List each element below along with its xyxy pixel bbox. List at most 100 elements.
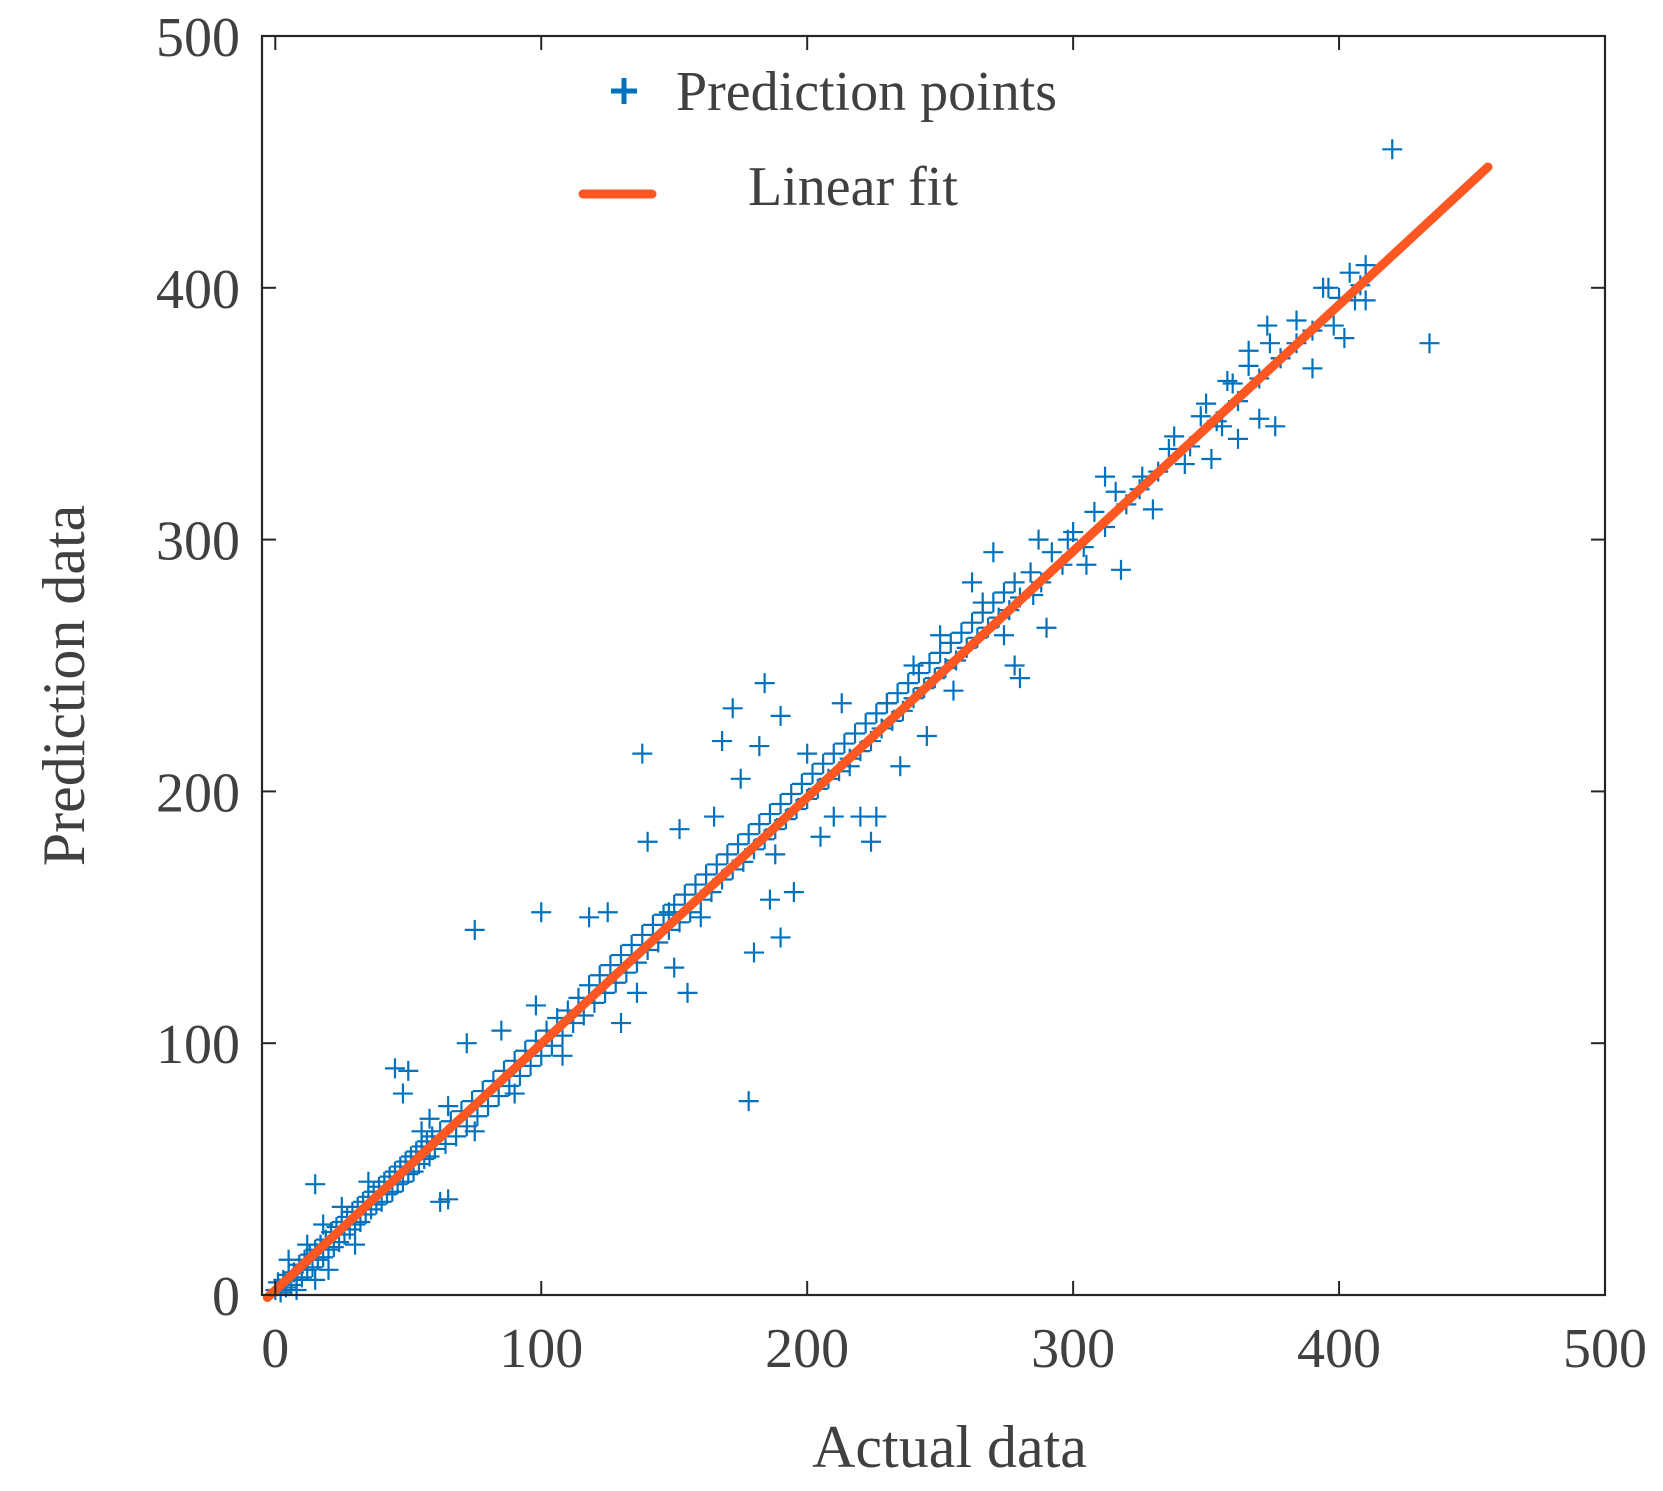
data-point (478, 1096, 499, 1117)
data-point (313, 1214, 334, 1235)
data-point (318, 1259, 339, 1280)
data-point (1419, 333, 1440, 354)
y-tick-label: 200 (156, 762, 240, 824)
data-point (951, 622, 972, 643)
data-point (754, 673, 775, 694)
data-point (345, 1234, 366, 1255)
data-point (738, 824, 759, 845)
data-point (1196, 393, 1217, 414)
y-axis-label: Prediction data (31, 505, 97, 867)
data-point (903, 655, 924, 676)
data-point (712, 731, 733, 752)
data-point (1212, 416, 1233, 437)
data-point (696, 864, 717, 885)
data-point (1302, 358, 1323, 379)
data-point (1036, 617, 1057, 638)
data-point (456, 1033, 477, 1054)
data-point (331, 1196, 352, 1217)
data-point (1110, 559, 1131, 580)
data-point (621, 934, 642, 955)
data-point (419, 1108, 440, 1129)
data-point (669, 819, 690, 840)
data-point (438, 1096, 459, 1117)
data-point (1174, 454, 1195, 475)
data-point (589, 965, 610, 986)
data-point (791, 773, 812, 794)
data-point (1259, 333, 1280, 354)
data-point (1355, 255, 1376, 276)
data-point (305, 1269, 326, 1290)
data-point (1339, 262, 1360, 283)
data-point (597, 902, 618, 923)
data-point (930, 642, 951, 663)
data-point (1004, 572, 1025, 593)
data-point (664, 957, 685, 978)
data-point (579, 907, 600, 928)
data-point (783, 882, 804, 903)
data-point (488, 1086, 509, 1107)
legend: Prediction points Linear fit (578, 61, 1057, 218)
data-point (810, 826, 831, 847)
data-point (430, 1191, 451, 1212)
data-point (813, 753, 834, 774)
data-point (637, 831, 658, 852)
data-point (717, 844, 738, 865)
data-point (278, 1249, 299, 1270)
legend-label-linear-fit: Linear fit (748, 156, 958, 218)
x-tick-label: 200 (765, 1318, 849, 1380)
data-point (743, 942, 764, 963)
data-point (876, 693, 897, 714)
legend-plus-marker (611, 78, 637, 104)
data-point (887, 683, 908, 704)
data-point (1257, 315, 1278, 336)
data-point (491, 1020, 512, 1041)
data-point (802, 763, 823, 784)
data-point (1041, 542, 1062, 563)
data-point (728, 834, 749, 855)
data-point (504, 1083, 525, 1104)
data-point (632, 924, 653, 945)
data-point (765, 844, 786, 865)
data-point (1217, 370, 1238, 391)
data-point (674, 884, 695, 905)
data-point (611, 945, 632, 966)
data-point (983, 542, 1004, 563)
data-point (940, 632, 961, 653)
data-point (1249, 408, 1270, 429)
data-point (642, 914, 663, 935)
data-point (759, 804, 780, 825)
data-point (1142, 499, 1163, 520)
data-point (1228, 428, 1248, 449)
y-tick-label: 100 (156, 1014, 240, 1076)
data-point (972, 592, 993, 613)
data-point (855, 713, 876, 734)
plot-frame (260, 34, 1607, 1297)
data-point (831, 693, 852, 714)
data-point (1382, 139, 1403, 160)
data-point (919, 652, 940, 673)
y-tick-label: 500 (156, 7, 240, 69)
x-tick-label: 300 (1031, 1318, 1115, 1380)
data-point (464, 919, 485, 940)
data-point (411, 1121, 432, 1142)
legend-label-prediction-points: Prediction points (676, 61, 1057, 123)
data-point (632, 743, 653, 764)
data-point (1084, 501, 1105, 522)
data-point (525, 995, 546, 1016)
data-point (677, 982, 698, 1003)
data-point (1105, 481, 1126, 502)
data-point (1057, 529, 1078, 550)
data-point (916, 726, 937, 747)
data-point (1095, 466, 1116, 487)
data-point (305, 1174, 326, 1195)
data-point (531, 902, 552, 923)
data-point (1313, 277, 1334, 298)
data-point (823, 806, 844, 827)
data-point (866, 806, 887, 827)
data-point (770, 927, 791, 948)
data-point (770, 793, 791, 814)
data-point (866, 703, 887, 724)
data-point (600, 955, 621, 976)
data-point (286, 1279, 307, 1300)
